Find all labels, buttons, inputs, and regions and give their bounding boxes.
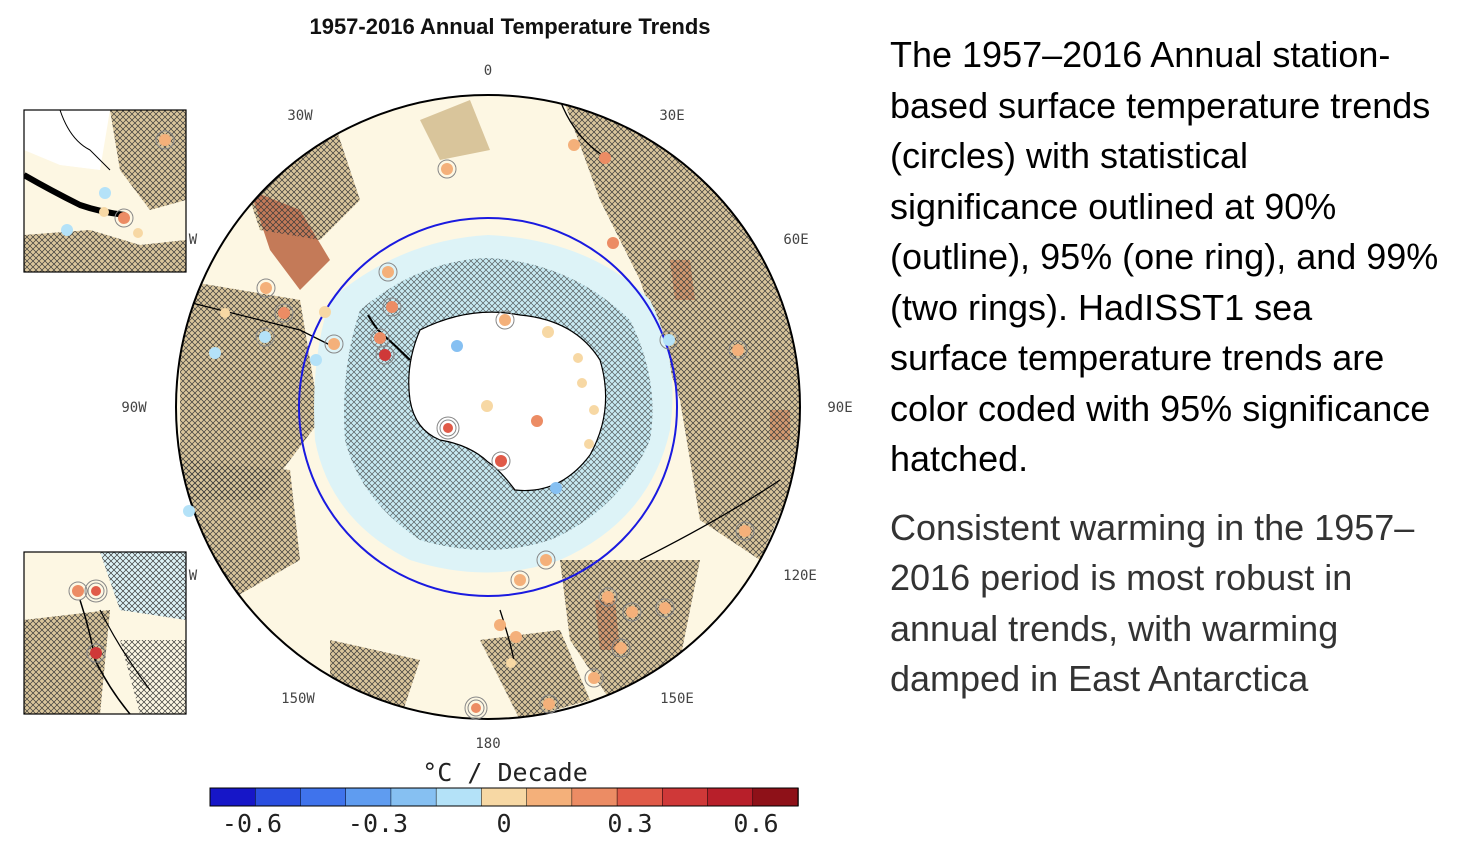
lon-label-30e: 30E: [659, 108, 684, 124]
lon-label-150e: 150E: [660, 691, 694, 707]
colorbar-frame: [209, 787, 799, 807]
station-marker: [573, 353, 583, 363]
station-marker: [255, 327, 275, 347]
lon-label-60e: 60E: [783, 232, 808, 248]
station-marker: [494, 619, 506, 631]
trend-map-figure: 1957-2016 Annual Temperature Trends: [23, 14, 853, 838]
colorbar-cell: [254, 787, 302, 807]
station-marker: [183, 505, 195, 517]
colorbar-cell: [300, 787, 347, 807]
lon-label-30w: 30W: [287, 108, 313, 124]
colorbar-cell: [616, 787, 664, 807]
station-marker: [220, 308, 230, 318]
station-marker: [589, 405, 599, 415]
station-marker: [655, 598, 675, 618]
station-marker: [436, 416, 460, 440]
station-marker: [735, 521, 755, 541]
colorbar: °C / Decade -0.6 -0.3 0 0.3 0.6: [209, 758, 799, 838]
station-marker: [491, 451, 511, 471]
colorbar-tick-label: 0.6: [733, 809, 778, 838]
station-marker: [319, 306, 331, 318]
station-marker: [481, 400, 493, 412]
station-marker: [599, 152, 611, 164]
australia-coast: [639, 479, 781, 561]
map-outer-border: [175, 94, 801, 720]
colorbar-cell: [662, 787, 709, 807]
station-marker: [510, 631, 522, 643]
station-marker: [542, 326, 554, 338]
station-marker: [451, 340, 463, 352]
colorbar-cell: [571, 787, 618, 807]
station-marker: [622, 602, 642, 622]
antarctic-peninsula: [367, 314, 411, 361]
lon-label-90w: 90W: [121, 400, 147, 416]
stations: [183, 139, 755, 720]
colorbar-cell: [481, 787, 528, 807]
station-marker: [382, 297, 402, 317]
station-marker: [310, 354, 322, 366]
colorbar-tick-label: -0.6: [222, 809, 282, 838]
lon-label-90e: 90E: [827, 400, 852, 416]
colorbar-tick-label: 0.3: [607, 809, 652, 838]
station-marker: [256, 278, 276, 298]
station-marker: [607, 237, 619, 249]
colorbar-cell: [752, 787, 799, 807]
colorbar-unit-label: °C / Decade: [422, 758, 588, 787]
lon-label-180: 180: [475, 736, 500, 752]
figure-description: The 1957–2016 Annual station-based surfa…: [890, 34, 1439, 479]
south-america-coast: [179, 299, 331, 346]
inset-map-bottom: [23, 551, 187, 715]
station-marker: [568, 139, 580, 151]
station-marker: [437, 159, 457, 179]
colorbar-cell: [209, 787, 256, 807]
colorbar-tick-label: 0: [496, 809, 511, 838]
warm-hatch: [180, 95, 800, 719]
colorbar-cell: [390, 787, 437, 807]
station-marker: [536, 550, 556, 570]
text-panel: The 1957–2016 Annual station-based surfa…: [890, 30, 1440, 705]
station-marker: [324, 334, 344, 354]
lon-label-w-upper: W: [189, 232, 198, 248]
station-marker: [274, 303, 294, 323]
colorbar-cell: [707, 787, 754, 807]
colorbar-cell: [526, 787, 573, 807]
colorbar-cells: [209, 787, 799, 807]
polar-map: 0 30E 60E 90E 120E 150E 180 150W 90W 30W…: [121, 63, 852, 752]
station-marker: [584, 439, 594, 449]
station-marker: [611, 638, 631, 658]
station-marker: [464, 696, 488, 720]
station-marker: [495, 310, 515, 330]
station-marker: [728, 340, 748, 360]
station-marker: [598, 587, 618, 607]
conclusion-text: Consistent warming in the 1957–2016 peri…: [890, 506, 1415, 700]
station-marker: [375, 345, 395, 365]
lon-label-0: 0: [484, 63, 492, 79]
station-marker: [510, 570, 530, 590]
station-marker: [539, 694, 559, 714]
inset-map-top: [23, 109, 187, 273]
station-marker: [531, 415, 543, 427]
colorbar-cell: [435, 787, 483, 807]
latitude-70s-circle: [298, 217, 678, 597]
station-marker: [506, 658, 516, 668]
figure-title: 1957-2016 Annual Temperature Trends: [309, 14, 710, 39]
station-marker: [378, 262, 398, 282]
lon-label-120e: 120E: [783, 568, 817, 584]
lon-label-w-lower: W: [189, 568, 198, 584]
station-marker: [577, 378, 587, 388]
station-marker: [584, 668, 604, 688]
lon-label-150w: 150W: [281, 691, 315, 707]
station-marker: [209, 347, 221, 359]
antarctica-landmass: [408, 311, 607, 492]
colorbar-cell: [345, 787, 392, 807]
station-marker: [550, 482, 562, 494]
station-marker: [659, 330, 679, 350]
colorbar-tick-label: -0.3: [348, 809, 408, 838]
